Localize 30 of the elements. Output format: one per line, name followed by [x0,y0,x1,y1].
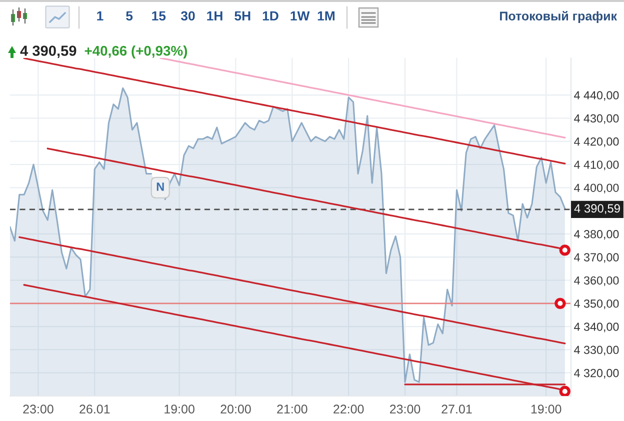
text: 1 5 15 30 1H 5H 1D 1W 1M [97,11,334,21]
y-tick-label: 4 350,00 [574,299,619,310]
x-tick-label: 20:00 [220,404,251,414]
chart-title: 4 390,59 [20,46,76,58]
y-tick-label: 4 440,00 [574,91,619,101]
y-tick-label: 4 320,00 [574,368,619,379]
y-tick-label: 4 370,00 [574,253,619,263]
line-series [160,58,566,138]
y-tick-label: 4 420,00 [574,137,619,148]
x-tick-label: 27.01 [442,404,472,414]
line-series [23,58,566,164]
text: Потоковый график [500,11,618,23]
x-tick-label: 26.01 [80,404,110,414]
chart-subtitle: +40,66 (+0,93%) [84,46,188,58]
y-tick-label: 4 330,00 [574,346,619,356]
y-tick-label: 4 430,00 [574,114,619,124]
y-tick-label: 4 360,00 [574,276,619,286]
x-tick-label: 19:00 [531,404,562,414]
y-tick-label: 4 340,00 [574,322,619,332]
x-tick-label: 23:00 [390,404,420,414]
y-tick-label: 4 400,00 [574,184,619,194]
x-tick-label: 22:00 [334,404,364,414]
line-series [18,236,566,344]
ref-line-label: 4 390,59 [574,204,620,214]
annotation: N [156,182,164,191]
x-tick-label: 19:00 [164,404,194,414]
x-tick-label: 21:00 [277,404,308,414]
y-tick-label: 4 410,00 [574,160,619,170]
y-tick-label: 4 380,00 [574,230,619,240]
x-tick-label: 23:00 [23,404,54,414]
